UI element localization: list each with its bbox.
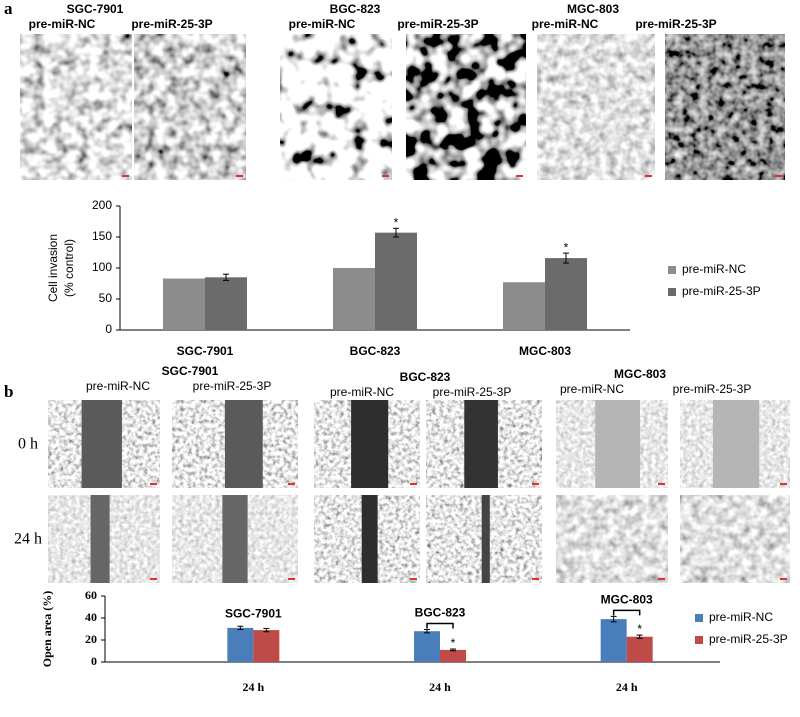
micrograph (48, 495, 160, 583)
micrograph (314, 400, 420, 488)
bar (205, 277, 247, 330)
image-label: pre-miR-25-3P (131, 17, 212, 31)
image-label: pre-miR-25-3P (635, 17, 716, 31)
x-tick-label: 24 h (616, 680, 638, 694)
x-tick-label: 24 h (429, 680, 451, 694)
group-title: MGC-803 (614, 367, 666, 381)
y-tick-label: 60 (85, 588, 97, 602)
image-label: pre-miR-25-3P (193, 379, 272, 393)
image-label: pre-miR-25-3P (397, 17, 478, 31)
micrograph (537, 34, 655, 180)
group-label: SGC-7901 (225, 606, 282, 620)
group-title: SGC-7901 (162, 364, 219, 378)
significance-mark: * (564, 240, 569, 254)
bar (333, 268, 375, 330)
error-bar (393, 227, 399, 238)
y-tick-label: 200 (92, 198, 112, 212)
micrograph (680, 495, 790, 583)
bracket (612, 609, 641, 616)
legend-swatch (668, 288, 676, 296)
micrograph (172, 400, 298, 488)
error-bar (563, 252, 569, 264)
micrograph (406, 34, 526, 180)
micrograph (20, 34, 132, 180)
image-label: pre-miR-25-3P (433, 385, 512, 399)
row-label: 24 h (14, 531, 42, 548)
image-label: pre-miR-NC (330, 385, 394, 399)
micrograph (665, 34, 785, 180)
error-bar (450, 648, 456, 652)
x-tick-label: 24 h (242, 680, 264, 694)
significance-mark: * (451, 636, 456, 650)
y-tick-label: 100 (92, 260, 112, 274)
bar (375, 232, 417, 330)
bar (503, 282, 545, 330)
bar (440, 649, 466, 662)
error-bar (223, 273, 229, 281)
bar (626, 636, 653, 662)
y-axis-label: Open area (%) (40, 591, 54, 667)
micrograph (280, 34, 392, 180)
error-bar (237, 625, 244, 631)
micrograph (426, 495, 542, 583)
y-axis-label: (% control) (62, 239, 76, 297)
error-bar (424, 629, 430, 634)
panel-label: b (4, 382, 13, 401)
group-label: MGC-803 (601, 593, 653, 607)
image-label: pre-miR-NC (532, 17, 599, 31)
row-label: 0 h (18, 436, 38, 453)
group-label: BGC-823 (415, 606, 466, 620)
image-label: pre-miR-NC (289, 17, 356, 31)
x-tick-label: MGC-803 (519, 344, 571, 358)
y-axis-label: Cell invasion (46, 234, 60, 302)
error-bar (610, 615, 617, 623)
bar (227, 627, 254, 662)
significance-mark: * (637, 622, 642, 636)
legend-label: pre-miR-NC (682, 262, 746, 276)
micrograph (556, 495, 668, 583)
group-title: BGC-823 (330, 2, 381, 16)
error-bar (263, 627, 270, 633)
micrograph (48, 400, 160, 488)
error-bar (636, 634, 643, 639)
image-label: pre-miR-NC (29, 17, 96, 31)
micrograph (426, 400, 542, 488)
bracket (426, 622, 454, 629)
micrograph (314, 495, 420, 583)
micrograph (134, 34, 246, 180)
micrograph (556, 400, 668, 488)
legend-label: pre-miR-NC (709, 610, 773, 624)
panel-label: a (4, 0, 13, 18)
bar (414, 631, 440, 662)
y-tick-label: 40 (85, 610, 97, 624)
image-label: pre-miR-NC (86, 379, 150, 393)
image-label: pre-miR-25-3P (673, 382, 752, 396)
legend-swatch (695, 636, 703, 644)
group-title: MGC-803 (567, 2, 619, 16)
x-tick-label: BGC-823 (350, 344, 401, 358)
micrograph (680, 400, 790, 488)
legend-label: pre-miR-25-3P (709, 632, 788, 646)
significance-mark: * (394, 215, 399, 229)
micrograph (172, 495, 298, 583)
bar (253, 630, 280, 662)
y-tick-label: 20 (85, 632, 97, 646)
group-title: SGC-7901 (67, 2, 124, 16)
group-title: BGC-823 (400, 370, 451, 384)
y-tick-label: 50 (99, 291, 113, 305)
x-tick-label: SGC-7901 (177, 344, 234, 358)
y-tick-label: 0 (105, 322, 112, 336)
bar (545, 258, 587, 330)
legend-swatch (695, 614, 703, 622)
legend-label: pre-miR-25-3P (682, 284, 761, 298)
y-tick-label: 150 (92, 229, 112, 243)
bar (163, 278, 205, 330)
image-label: pre-miR-NC (560, 382, 624, 396)
legend-swatch (668, 266, 676, 274)
y-tick-label: 0 (91, 654, 97, 668)
bar (600, 619, 627, 662)
